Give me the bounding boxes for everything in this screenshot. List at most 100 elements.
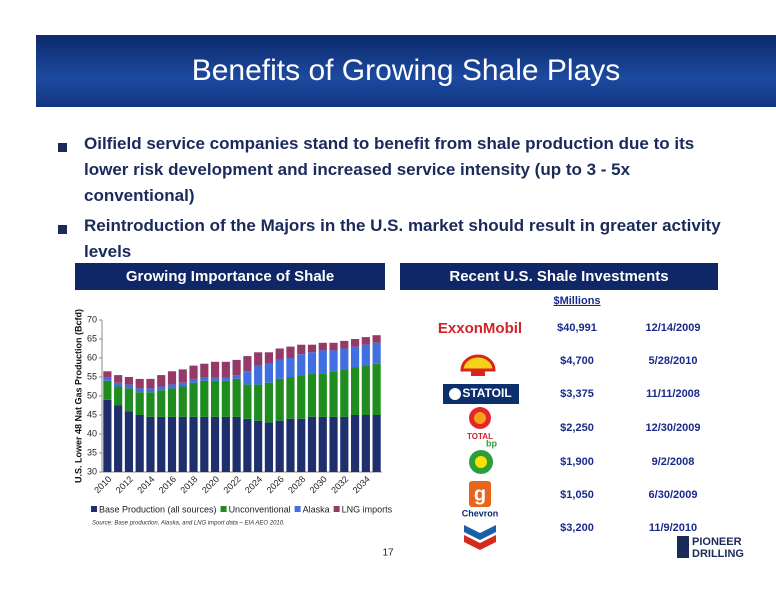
bar-segment: [297, 354, 306, 376]
bar-segment: [361, 337, 370, 345]
bar-segment: [350, 339, 360, 347]
x-tick-label: 2016: [157, 474, 178, 495]
y-tick-label: 55: [87, 371, 97, 381]
y-tick-label: 35: [87, 447, 97, 457]
bar-segment: [232, 416, 241, 472]
bar-segment: [103, 399, 112, 472]
bar-segment: [318, 350, 327, 374]
investment-date: 12/14/2009: [645, 322, 700, 334]
bar-segment: [243, 384, 252, 419]
x-tick-label: 2010: [92, 474, 113, 495]
investment-date: 12/30/2009: [645, 422, 700, 434]
legend-swatch: [91, 506, 97, 512]
x-tick-label: 2012: [114, 474, 135, 495]
bar-segment: [124, 384, 134, 389]
y-tick-label: 40: [87, 428, 97, 438]
bar-segment: [329, 416, 338, 472]
investment-amount: $1,900: [560, 456, 594, 468]
bar-segment: [372, 415, 381, 472]
bar-segment: [275, 420, 284, 472]
company-logo-text: Chevron: [462, 508, 499, 518]
bar-segment: [221, 380, 230, 417]
y-tick-label: 65: [87, 333, 97, 343]
y-tick-label: 45: [87, 409, 97, 419]
bar-segment: [264, 422, 274, 472]
bar-segment: [124, 388, 134, 412]
bullet-marker: [58, 143, 67, 152]
investment-amount: $2,250: [560, 422, 594, 434]
bar-segment: [114, 375, 123, 383]
bar-segment: [254, 420, 263, 472]
y-axis-label: U.S. Lower 48 Nat Gas Production (Bcfd): [73, 309, 83, 483]
x-tick-label: 2024: [243, 474, 264, 495]
x-tick-label: 2026: [265, 474, 286, 495]
bar-segment: [340, 369, 349, 417]
bar-segment: [157, 416, 166, 472]
bar-segment: [124, 377, 134, 385]
company-logo-text: TOTAL: [467, 432, 493, 441]
slide-title: Benefits of Growing Shale Plays: [191, 54, 621, 87]
bar-segment: [221, 416, 230, 472]
bar-segment: [167, 388, 177, 417]
bullet: Reintroduction of the Majors in the U.S.…: [84, 216, 721, 261]
bar-segment: [307, 352, 317, 374]
y-tick-label: 30: [87, 466, 97, 476]
bar-segment: [372, 335, 381, 343]
bar-segment: [135, 392, 144, 415]
bar-segment: [157, 386, 166, 391]
logo-bp-inner: [475, 456, 487, 468]
bar-segment: [264, 363, 274, 383]
bullet-marker: [58, 225, 67, 234]
logo-bg-letter: g: [474, 483, 486, 505]
bar-segment: [307, 344, 317, 353]
bullet: Oilfield service companies stand to bene…: [84, 134, 695, 205]
bar-segment: [103, 371, 112, 377]
bar-segment: [178, 369, 187, 383]
bar-segment: [297, 375, 306, 419]
bar-segment: [103, 380, 112, 400]
investment-date: 11/11/2008: [646, 388, 700, 400]
bar-segment: [275, 359, 284, 379]
bar-segment: [146, 378, 155, 389]
y-tick-label: 70: [87, 314, 97, 324]
bar-segment: [243, 371, 252, 385]
x-tick-label: 2034: [351, 474, 372, 495]
bar-segment: [189, 382, 198, 417]
bar-segment: [350, 367, 360, 415]
bar-segment: [124, 411, 134, 472]
x-tick-label: 2022: [221, 474, 242, 495]
bar-segment: [135, 388, 144, 393]
x-tick-label: 2020: [200, 474, 221, 495]
bar-segment: [286, 377, 295, 419]
investment-date: 5/28/2010: [649, 355, 698, 367]
bar-segment: [210, 416, 220, 472]
logo-total-inner: [474, 412, 486, 424]
legend-label: LNG imports: [342, 504, 393, 514]
bar-segment: [307, 373, 317, 417]
investment-amount: $4,700: [560, 355, 594, 367]
bar-segment: [178, 386, 187, 417]
bar-segment: [297, 418, 306, 472]
bar-segment: [200, 377, 209, 381]
bar-segment: [254, 365, 263, 385]
company-logo-text: STATOIL: [462, 386, 511, 400]
x-tick-label: 2032: [329, 474, 350, 495]
bar-segment: [275, 348, 284, 360]
legend-label: Unconventional: [229, 504, 291, 514]
bar-segment: [297, 344, 306, 355]
unit-label: $Millions: [553, 295, 600, 307]
bar-segment: [103, 377, 112, 381]
bar-segment: [167, 384, 177, 389]
bar-segment: [350, 415, 360, 472]
bar-segment: [361, 365, 370, 415]
bar-segment: [221, 377, 230, 381]
bar-segment: [167, 416, 177, 472]
y-tick-label: 50: [87, 390, 97, 400]
company-logo-text: bp: [486, 438, 497, 448]
bar-segment: [200, 363, 209, 377]
bar-segment: [264, 352, 274, 364]
legend-label: Alaska: [303, 504, 330, 514]
bar-segment: [361, 344, 370, 366]
bar-segment: [361, 415, 370, 472]
